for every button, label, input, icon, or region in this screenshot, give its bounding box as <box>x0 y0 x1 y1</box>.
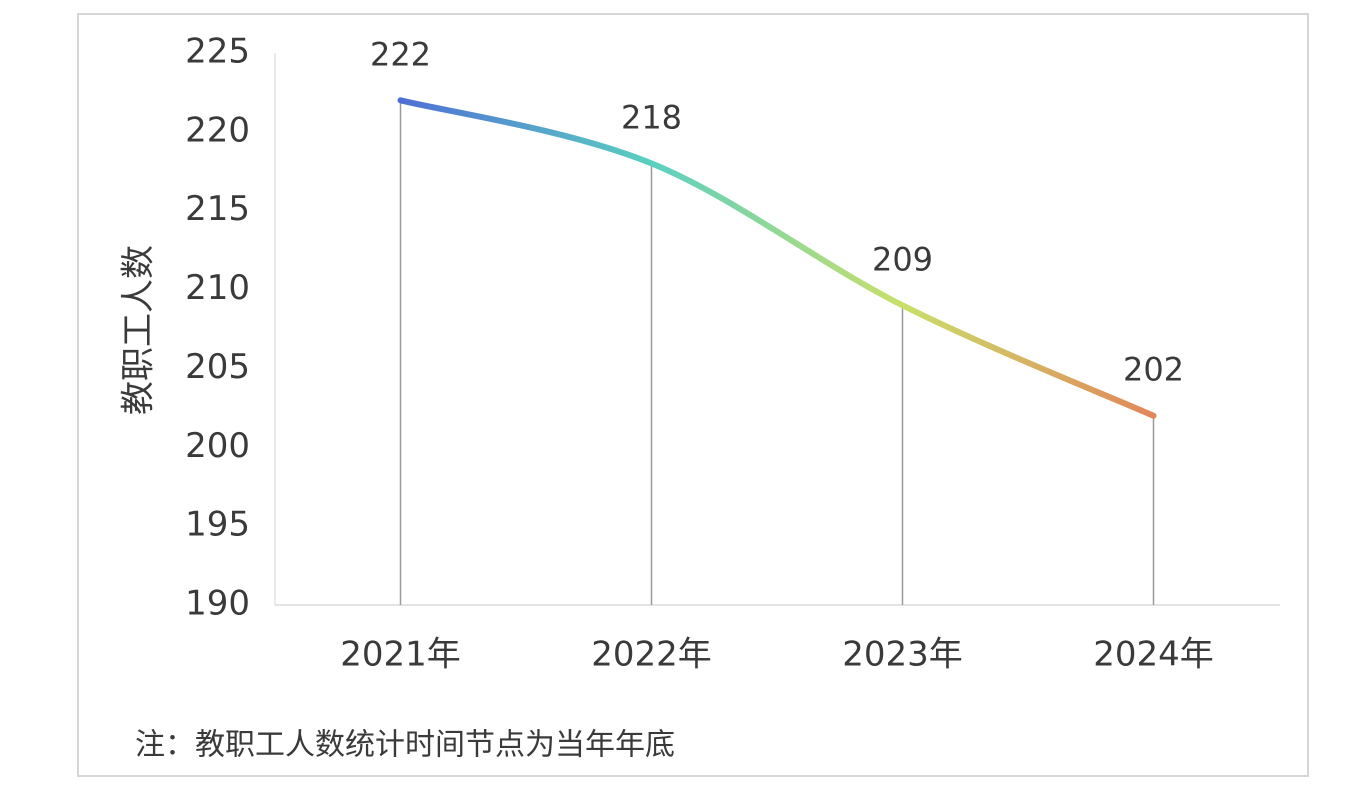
line <box>397 97 1157 419</box>
data-label: 218 <box>621 98 682 136</box>
y-tick-label: 215 <box>185 189 250 229</box>
y-tick-label: 225 <box>185 32 250 72</box>
note: 注：教职工人数统计时间节点为当年年底 <box>135 728 675 763</box>
data-label: 202 <box>1123 351 1184 389</box>
y-tick-label: 195 <box>185 505 250 545</box>
x-tick-label: 2021年 <box>340 635 461 675</box>
y-tick-label: 190 <box>185 584 250 624</box>
x-tick-label: 2024年 <box>1093 635 1214 675</box>
y-tick-label: 220 <box>185 110 250 150</box>
x-tick-label: 2022年 <box>591 635 712 675</box>
data-label: 209 <box>872 240 933 278</box>
y-axis-label: 教职工人数 <box>119 245 159 415</box>
x-tick-label: 2023年 <box>842 635 963 675</box>
data-label: 222 <box>370 35 431 73</box>
y-tick-label: 200 <box>185 426 250 466</box>
y-tick-label: 210 <box>185 268 250 308</box>
y-tick-label: 205 <box>185 347 250 387</box>
